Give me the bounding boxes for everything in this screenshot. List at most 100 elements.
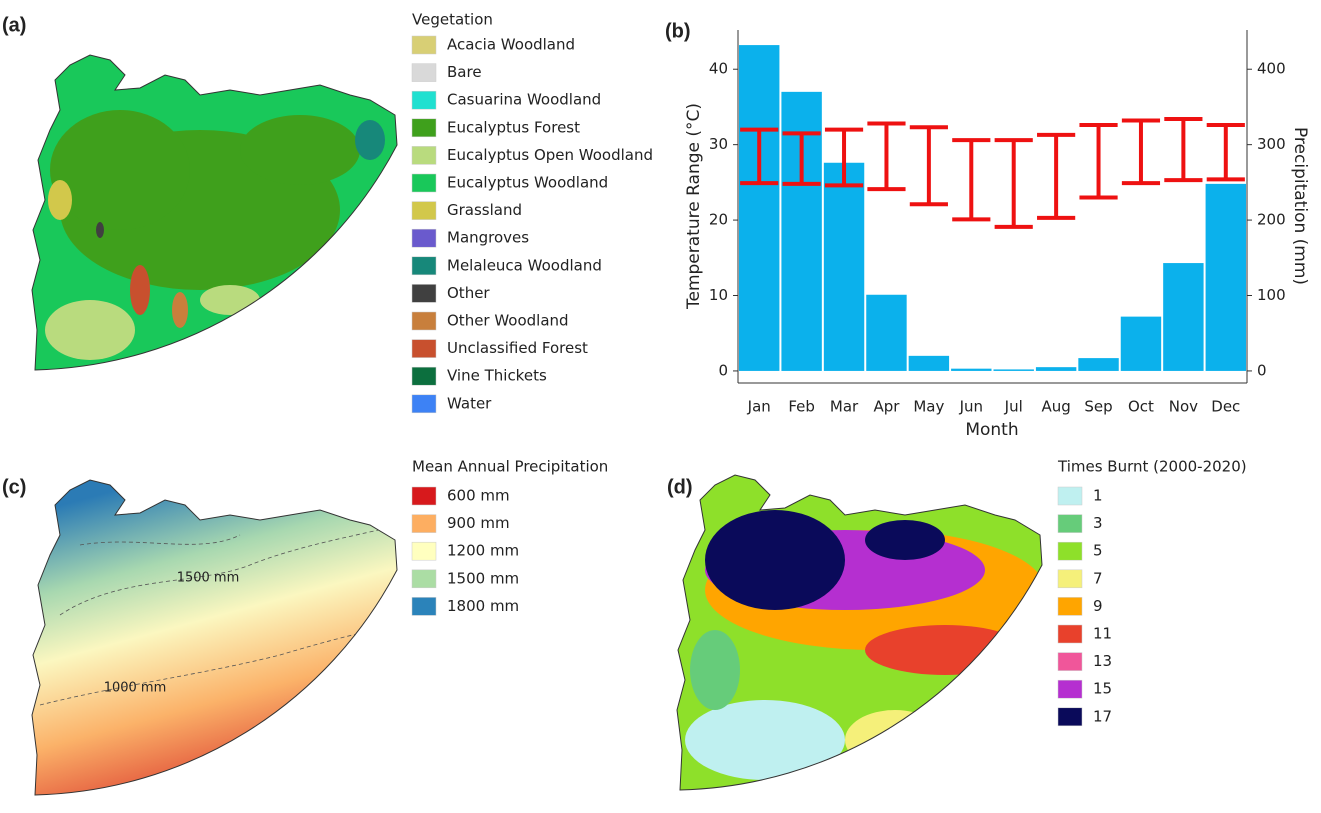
panel-label: (d) (667, 476, 693, 498)
legend-label: Other (447, 284, 490, 302)
legend-label: Bare (447, 63, 482, 81)
legend-swatch (412, 229, 436, 247)
legend-swatch (412, 542, 436, 560)
contour-label: 1000 mm (104, 681, 167, 696)
y2-tick-label: 100 (1257, 286, 1286, 304)
legend-swatch (1058, 570, 1082, 588)
legend-label: 13 (1093, 652, 1112, 670)
legend-label: 1 (1093, 487, 1103, 505)
legend-label: Unclassified Forest (447, 339, 588, 357)
x-tick-label: Feb (788, 398, 815, 416)
legend-label: Vine Thickets (447, 367, 547, 385)
legend-swatch (412, 487, 436, 505)
legend-swatch (1058, 625, 1082, 643)
contour-label: 1500 mm (177, 571, 240, 586)
bar (866, 295, 906, 371)
legend-label: Mangroves (447, 229, 529, 247)
bar (1163, 263, 1203, 371)
legend-swatch (1058, 708, 1082, 726)
legend-label: Other Woodland (447, 312, 569, 330)
legend-swatch (1058, 653, 1082, 671)
legend-swatch (412, 395, 436, 413)
x-tick-label: Mar (830, 398, 859, 416)
x-tick-label: Jan (747, 398, 771, 416)
legend-swatch (412, 312, 436, 330)
legend-swatch (412, 570, 436, 588)
x-tick-label: Aug (1041, 398, 1070, 416)
x-axis-label: Month (965, 420, 1018, 440)
legend-label: 17 (1093, 707, 1112, 725)
bar (824, 163, 864, 371)
x-tick-label: Jul (1004, 398, 1023, 416)
y-tick-label: 10 (709, 286, 728, 304)
legend-label: 600 mm (447, 487, 510, 505)
bar (1206, 184, 1246, 371)
legend-swatch (1058, 515, 1082, 533)
legend-swatch (412, 340, 436, 358)
x-tick-label: Oct (1128, 398, 1154, 416)
panel-label: (b) (665, 20, 691, 42)
legend-label: 1500 mm (447, 569, 519, 587)
x-tick-label: Sep (1084, 398, 1112, 416)
legend-label: Grassland (447, 201, 522, 219)
bar (909, 356, 949, 371)
figure: 1500 mm 1000 mm (a) (b) (c) (d) Vegetati… (0, 0, 1321, 813)
x-tick-label: Jun (959, 398, 983, 416)
legend-swatch (1058, 542, 1082, 560)
legend-label: Melaleuca Woodland (447, 256, 602, 274)
y2-tick-label: 300 (1257, 135, 1286, 153)
legend-swatch (412, 119, 436, 137)
legend-label: Eucalyptus Forest (447, 118, 580, 136)
y-tick-label: 0 (718, 361, 728, 379)
legend-swatch (1058, 680, 1082, 698)
bar (1121, 317, 1161, 371)
legend-label: Eucalyptus Open Woodland (447, 146, 653, 164)
y-axis-label: Temperature Range (°C) (684, 103, 704, 310)
legend-swatch (412, 146, 436, 164)
y2-axis-label: Precipitation (mm) (1290, 127, 1310, 285)
y2-tick-label: 200 (1257, 211, 1286, 229)
legend-label: Eucalyptus Woodland (447, 174, 608, 192)
legend-swatch (412, 174, 436, 192)
legend-swatch (412, 202, 436, 220)
legend-label: Casuarina Woodland (447, 91, 601, 109)
legend-label: 1800 mm (447, 597, 519, 615)
legend-title: Vegetation (412, 11, 493, 29)
bar (1078, 358, 1118, 371)
bar (1036, 367, 1076, 371)
y-tick-label: 20 (709, 211, 728, 229)
bar (951, 369, 991, 371)
legend-swatch (412, 64, 436, 82)
bar (994, 369, 1034, 371)
legend-label: 900 mm (447, 514, 510, 532)
legend-label: Water (447, 394, 492, 412)
x-tick-label: May (913, 398, 944, 416)
y-tick-label: 30 (709, 135, 728, 153)
legend-swatch (412, 91, 436, 109)
y-tick-label: 40 (709, 60, 728, 78)
legend-swatch (412, 367, 436, 385)
legend-swatch (412, 597, 436, 615)
legend-swatch (1058, 487, 1082, 505)
vegetation-map (0, 40, 420, 380)
y2-tick-label: 0 (1257, 361, 1267, 379)
legend-swatch (412, 257, 436, 275)
legend-label: 15 (1093, 680, 1112, 698)
legend-label: 7 (1093, 569, 1103, 587)
legend-label: 3 (1093, 514, 1103, 532)
legend-label: 5 (1093, 542, 1103, 560)
legend-swatch (1058, 597, 1082, 615)
bar (739, 45, 779, 371)
legend-swatch (412, 36, 436, 54)
legend-title: Mean Annual Precipitation (412, 458, 608, 476)
legend-label: 9 (1093, 597, 1103, 615)
x-tick-label: Apr (873, 398, 900, 416)
legend-label: 11 (1093, 625, 1112, 643)
legend-title: Times Burnt (2000-2020) (1057, 458, 1247, 476)
legend-label: Acacia Woodland (447, 36, 575, 54)
burn-map (645, 460, 1065, 800)
x-tick-label: Nov (1169, 398, 1198, 416)
y2-tick-label: 400 (1257, 60, 1286, 78)
panel-label: (c) (2, 476, 26, 498)
precipitation-map: 1500 mm 1000 mm (0, 465, 420, 805)
